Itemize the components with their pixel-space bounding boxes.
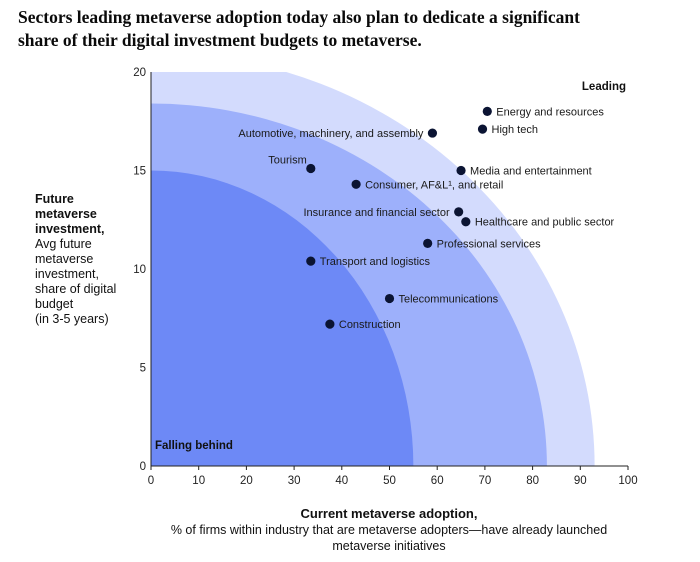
data-label: Construction	[339, 319, 401, 331]
y-label-bold-3: investment,	[35, 222, 105, 236]
y-tick-label: 10	[133, 264, 146, 276]
x-tick-label: 0	[148, 475, 154, 487]
y-axis-label: Future metaverse investment, Avg future …	[35, 192, 147, 327]
x-tick-label: 70	[479, 475, 492, 487]
y-label-line-6: (in 3-5 years)	[35, 312, 109, 326]
y-tick-label: 5	[140, 363, 146, 375]
x-tick-label: 90	[574, 475, 587, 487]
x-tick-label: 10	[192, 475, 205, 487]
y-label-line-4: share of digital	[35, 282, 117, 296]
x-tick-label: 80	[526, 475, 539, 487]
data-label: High tech	[492, 124, 538, 136]
data-label: Consumer, AF&L¹, and retail	[365, 179, 503, 191]
data-point	[456, 165, 466, 176]
y-label-line-3: investment,	[35, 267, 99, 281]
y-tick-label: 15	[133, 166, 146, 178]
x-tick-label: 50	[383, 475, 396, 487]
leading-label: Leading	[582, 81, 626, 93]
y-label-bold-1: Future	[35, 192, 74, 206]
data-point	[477, 124, 488, 134]
data-point	[461, 217, 471, 227]
data-label: Healthcare and public sector	[475, 217, 615, 229]
data-label: Insurance and financial sector	[304, 207, 450, 219]
x-label-bold: Current metaverse adoption,	[300, 506, 478, 521]
data-point	[351, 179, 361, 189]
data-label: Telecommunications	[399, 294, 499, 306]
y-label-line-1: Avg future	[35, 237, 92, 251]
x-tick-label: 100	[618, 475, 637, 487]
x-tick-label: 60	[431, 475, 444, 487]
data-point	[423, 238, 433, 248]
data-point	[306, 256, 316, 266]
x-label-line-2: metaverse initiatives	[332, 539, 446, 553]
title-line-1: Sectors leading metaverse adoption today…	[18, 7, 580, 27]
x-tick-label: 30	[288, 475, 301, 487]
x-tick-label: 20	[240, 475, 253, 487]
data-label: Transport and logistics	[320, 256, 431, 268]
data-label: Energy and resources	[496, 106, 604, 118]
x-label-line-1: % of firms within industry that are meta…	[170, 523, 608, 537]
x-tick-label: 40	[335, 475, 348, 487]
data-point	[384, 293, 395, 304]
data-point	[306, 163, 316, 174]
band-inner	[151, 170, 414, 466]
data-label: Media and entertainment	[470, 166, 592, 178]
y-label-line-2: metaverse	[35, 252, 94, 266]
x-axis-label: Current metaverse adoption, % of firms w…	[150, 506, 628, 554]
y-label-bold-2: metaverse	[35, 207, 97, 221]
y-tick-label: 20	[133, 67, 146, 79]
title-line-2: share of their digital investment budget…	[18, 30, 422, 50]
data-point	[325, 319, 335, 329]
chart-title: Sectors leading metaverse adoption today…	[18, 6, 678, 52]
data-point	[482, 106, 492, 116]
y-tick-label: 0	[140, 461, 146, 473]
data-point	[427, 128, 438, 138]
data-point	[454, 207, 464, 217]
data-label: Tourism	[268, 155, 307, 167]
data-label: Automotive, machinery, and assembly	[238, 128, 424, 140]
falling-behind-label: Falling behind	[155, 440, 233, 452]
y-label-line-5: budget	[35, 297, 74, 311]
data-label: Professional services	[437, 238, 541, 250]
